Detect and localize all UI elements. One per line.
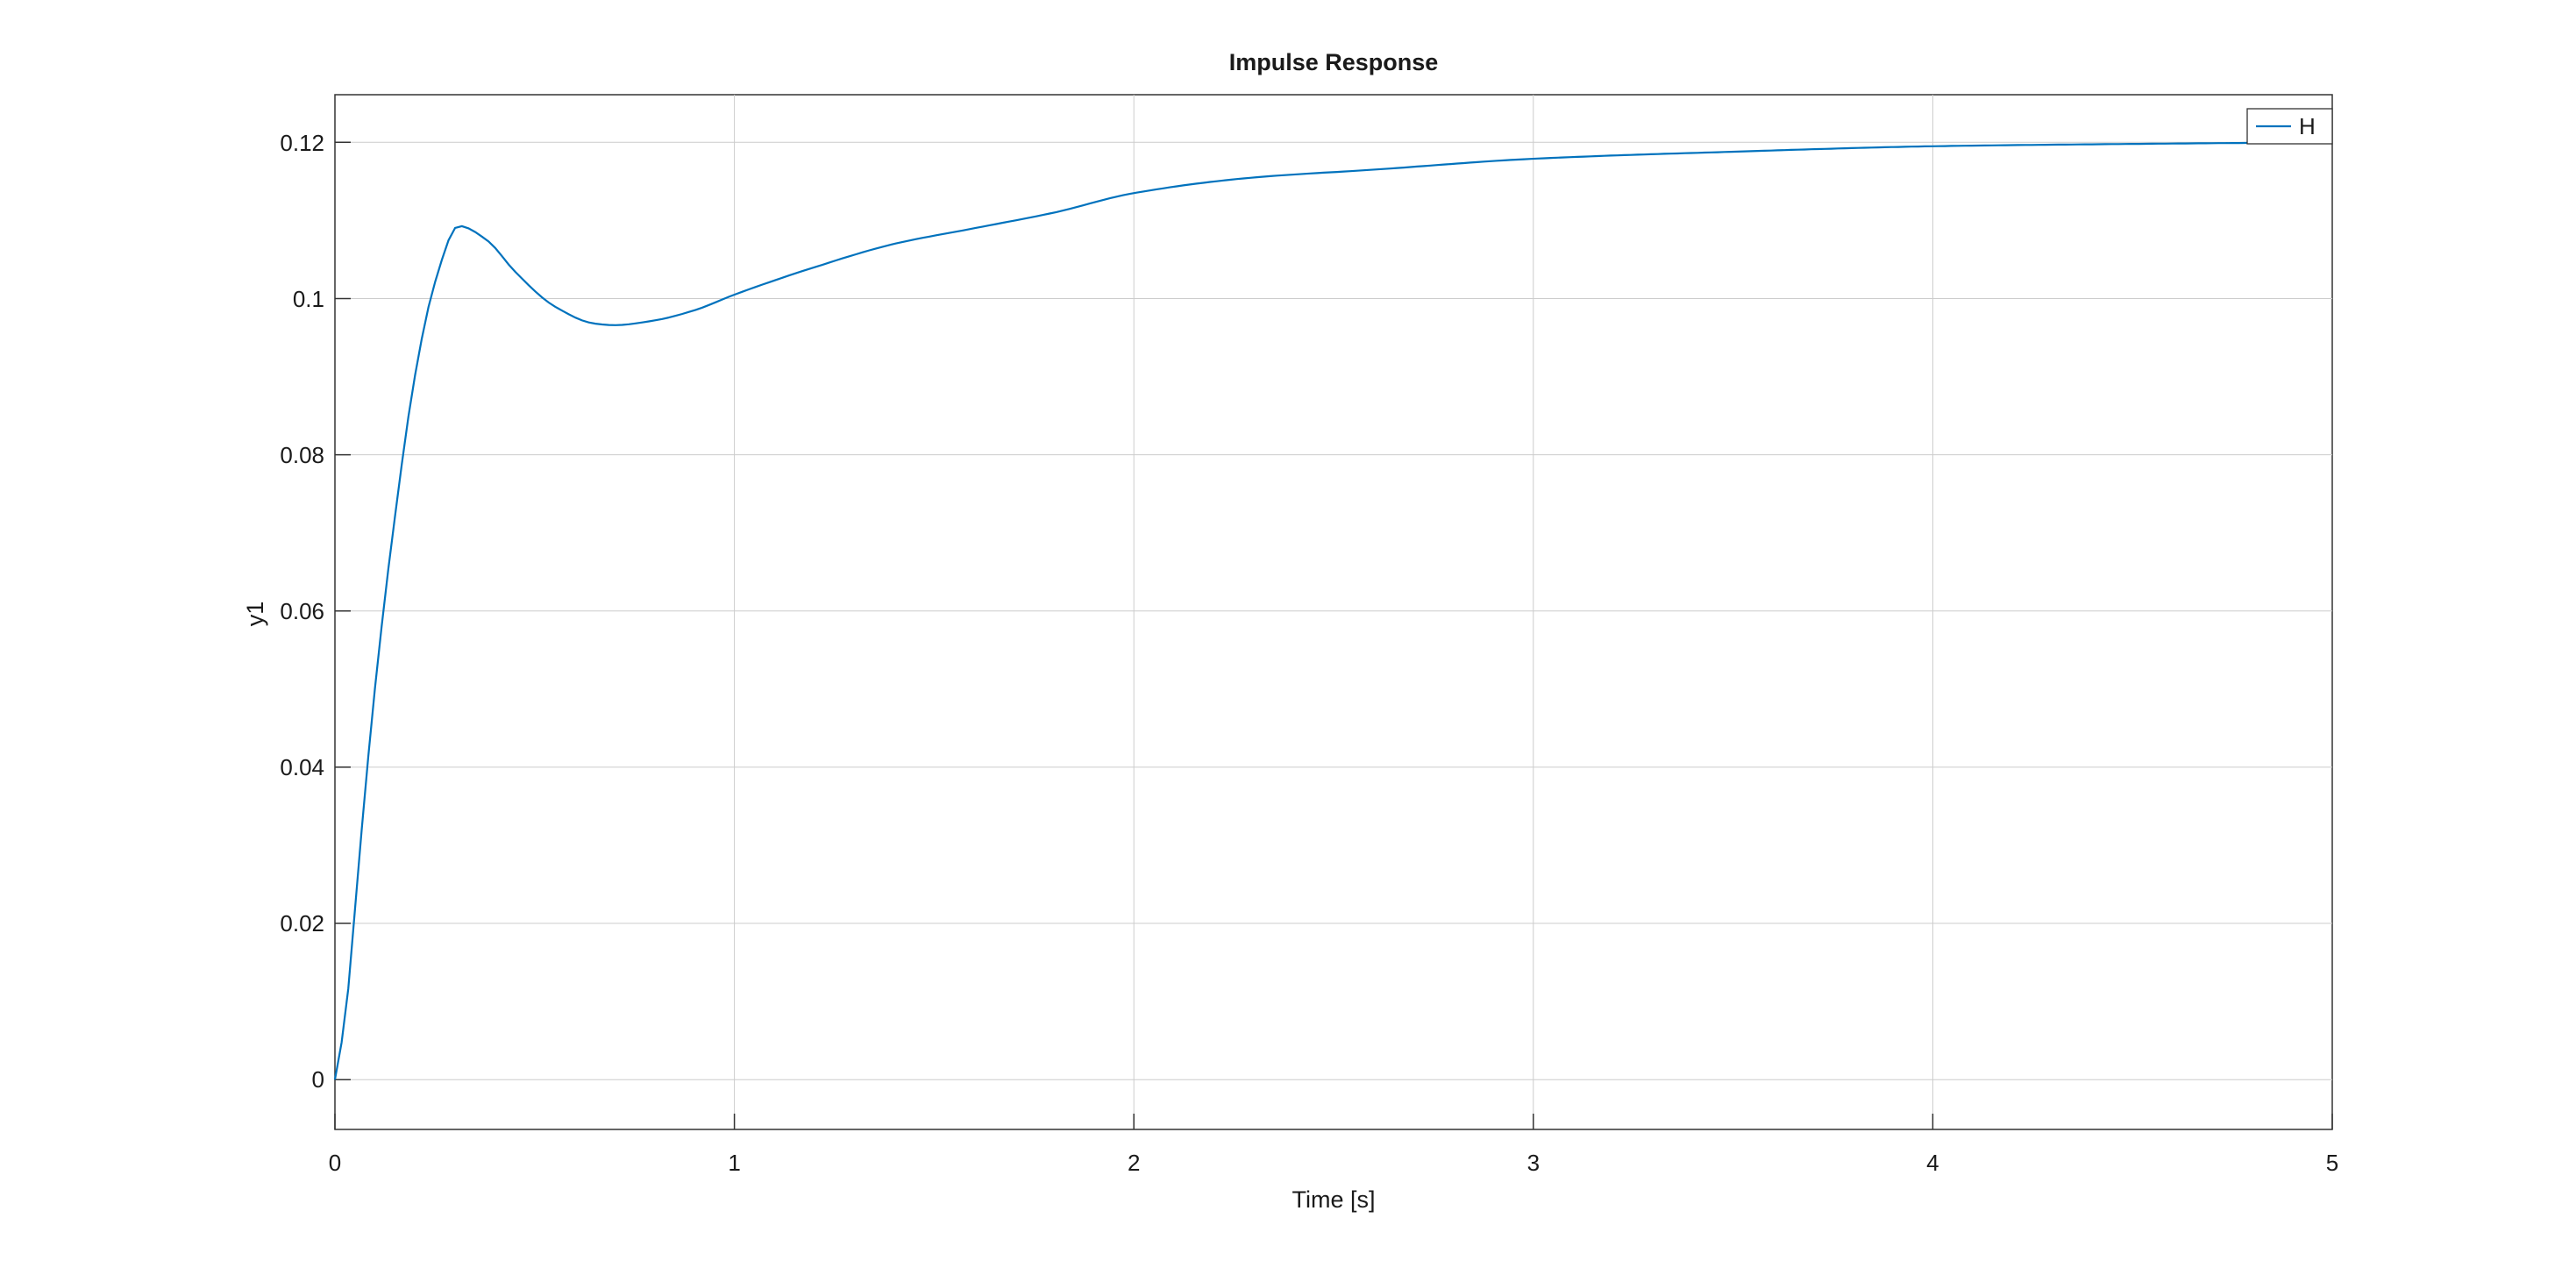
svg-text:1: 1 <box>728 1150 740 1176</box>
svg-text:Time [s]: Time [s] <box>1292 1186 1375 1213</box>
svg-text:4: 4 <box>1926 1150 1939 1176</box>
svg-text:3: 3 <box>1527 1150 1540 1176</box>
svg-text:2: 2 <box>1128 1150 1140 1176</box>
svg-text:0.02: 0.02 <box>280 910 324 937</box>
svg-text:0: 0 <box>312 1066 324 1093</box>
svg-text:5: 5 <box>2326 1150 2338 1176</box>
svg-text:Impulse Response: Impulse Response <box>1229 49 1439 75</box>
svg-text:0.1: 0.1 <box>293 286 324 312</box>
svg-text:0.04: 0.04 <box>280 754 324 780</box>
svg-text:0.12: 0.12 <box>280 130 324 156</box>
svg-text:0.06: 0.06 <box>280 598 324 624</box>
svg-text:y1: y1 <box>242 602 268 627</box>
svg-text:H: H <box>2299 113 2316 139</box>
svg-text:0: 0 <box>329 1150 341 1176</box>
svg-text:0.08: 0.08 <box>280 442 324 468</box>
